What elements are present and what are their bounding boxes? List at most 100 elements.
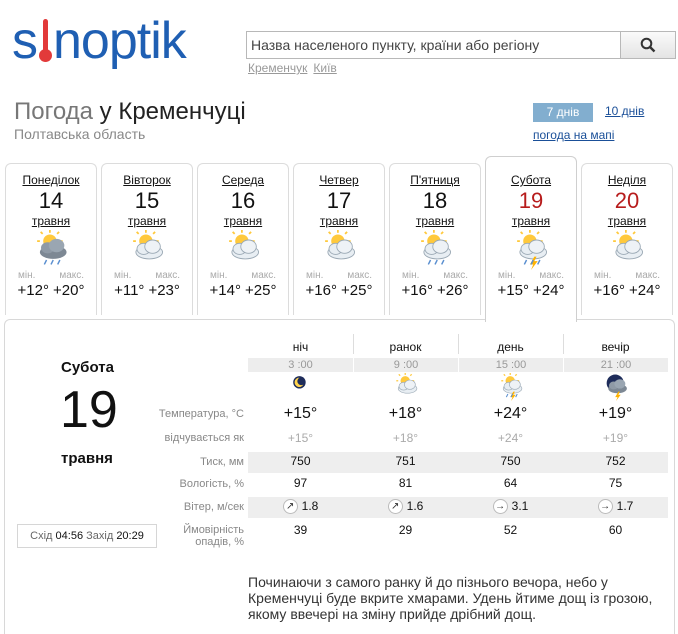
period-name: вечір (601, 340, 630, 354)
day-number: 15 (134, 188, 160, 213)
wind-direction-icon: ↗ (387, 499, 403, 515)
min-temp: +14° (209, 282, 241, 299)
period-temp: +15° (283, 405, 318, 422)
magnifier-icon (640, 37, 656, 53)
day-name: Неділя (607, 173, 647, 187)
wind-direction-icon: → (597, 499, 613, 515)
max-temp: +24° (629, 282, 661, 299)
day-month: травня (511, 214, 551, 228)
sunrise-label: Схід (30, 530, 53, 542)
period-humidity: 64 (503, 476, 518, 490)
day-tab[interactable]: Четвер 17 травня мін. макс. +16° +25° (293, 163, 385, 315)
period-temp: +24° (493, 405, 528, 422)
title-prefix: Погода (14, 98, 93, 125)
min-label: мін. (593, 270, 612, 281)
period-humidity: 97 (293, 476, 308, 490)
period-name: ранок (389, 340, 422, 354)
day-tab[interactable]: Неділя 20 травня мін. макс. +16° +24° (581, 163, 673, 315)
tab-7-days[interactable]: 7 днів (533, 103, 593, 122)
sun-cloud-rain-icon (421, 230, 451, 265)
period-feels: +19° (602, 431, 629, 445)
sun-cloud-icon (396, 373, 418, 394)
moon-cloud-icon (293, 376, 306, 389)
logo[interactable]: s noptik (12, 10, 187, 72)
min-label: мін. (209, 270, 228, 281)
day-tab[interactable]: Субота 19 травня мін. макс. +15° +24° (485, 156, 577, 322)
period-name: день (497, 340, 524, 354)
wind-speed: 3.1 (511, 499, 529, 513)
selected-day-name: Субота (61, 359, 114, 376)
min-temp: +11° (114, 282, 145, 299)
column-divider (353, 334, 354, 354)
max-temp: +25° (341, 282, 373, 299)
day-number: 14 (38, 188, 64, 213)
day-tab[interactable]: Понеділок 14 травня мін. макс. +12° +20° (5, 163, 97, 315)
title-city: у Кременчуці (99, 98, 246, 125)
period-temp: +18° (388, 405, 423, 422)
row-label-pressure: Тиск, мм (200, 456, 244, 468)
period-feels: +18° (392, 431, 419, 445)
period-humidity: 81 (398, 476, 413, 490)
max-label: макс. (347, 270, 373, 281)
weather-map-link[interactable]: погода на мапі (533, 128, 615, 142)
period-time: 9 :00 (354, 358, 458, 372)
row-label-temp: Температура, °C (158, 408, 244, 420)
search-input[interactable] (247, 32, 620, 58)
row-label-feels: відчувається як (164, 432, 244, 444)
sunrise-time: 04:56 (55, 530, 84, 542)
precip-label-line2: опадів, % (195, 536, 244, 548)
max-label: макс. (251, 270, 277, 281)
day-tab[interactable]: Вівторок 15 травня мін. макс. +11° +23° (101, 163, 193, 315)
tab-10-days[interactable]: 10 днів (605, 104, 645, 118)
period-feels: +15° (287, 431, 314, 445)
recent-link[interactable]: Кременчук (248, 61, 308, 75)
thermometer-icon (39, 15, 52, 67)
day-tab[interactable]: П'ятниця 18 травня мін. макс. +16° +26° (389, 163, 481, 315)
max-temp: +25° (245, 282, 277, 299)
sun-cloud-icon (613, 230, 643, 260)
column-divider (563, 334, 564, 354)
period-icon-wrap (498, 373, 524, 406)
period-wind: → 1.7 (563, 499, 668, 515)
selected-day-number: 19 (60, 381, 118, 439)
max-label: макс. (155, 270, 181, 281)
logo-text-start: s (12, 12, 38, 70)
day-name: Субота (510, 173, 552, 187)
min-label: мін. (113, 270, 132, 281)
period-pressure: 750 (500, 454, 521, 468)
sun-cloud-storm-icon (517, 230, 547, 270)
row-label-humidity: Вологість, % (179, 478, 245, 490)
day-name: П'ятниця (410, 173, 460, 187)
period-humidity: 75 (608, 476, 623, 490)
row-label-precip: Ймовірність опадів, % (183, 524, 244, 548)
sun-cloud-storm-icon (501, 373, 523, 401)
recent-link[interactable]: Київ (313, 61, 337, 75)
row-label-wind: Вітер, м/сек (183, 501, 244, 513)
wind-speed: 1.6 (406, 499, 424, 513)
day-number: 17 (326, 188, 352, 213)
day-name: Вівторок (123, 173, 171, 187)
day-month: травня (127, 214, 167, 228)
min-label: мін. (497, 270, 516, 281)
max-label: макс. (635, 270, 661, 281)
row-bg-pressure (248, 452, 668, 473)
period-time: 15 :00 (459, 358, 563, 372)
search-button[interactable] (620, 32, 675, 58)
max-label: макс. (539, 270, 565, 281)
selected-day-month: травня (61, 450, 113, 467)
day-tab[interactable]: Середа 16 травня мін. макс. +14° +25° (197, 163, 289, 315)
forecast-description: Починаючи з самого ранку й до пізнього в… (248, 574, 653, 622)
period-pressure: 750 (290, 454, 311, 468)
day-month: травня (415, 214, 455, 228)
min-temp: +16° (593, 282, 625, 299)
min-temp: +16° (401, 282, 433, 299)
min-temp: +16° (305, 282, 337, 299)
wind-direction-icon: ↗ (282, 499, 298, 515)
max-temp: +20° (53, 282, 85, 299)
period-icon-wrap (288, 373, 314, 406)
day-month: травня (223, 214, 263, 228)
max-temp: +26° (437, 282, 469, 299)
search-box (246, 31, 676, 59)
period-wind: ↗ 1.6 (353, 499, 458, 515)
sun-cloud-icon (229, 230, 259, 260)
